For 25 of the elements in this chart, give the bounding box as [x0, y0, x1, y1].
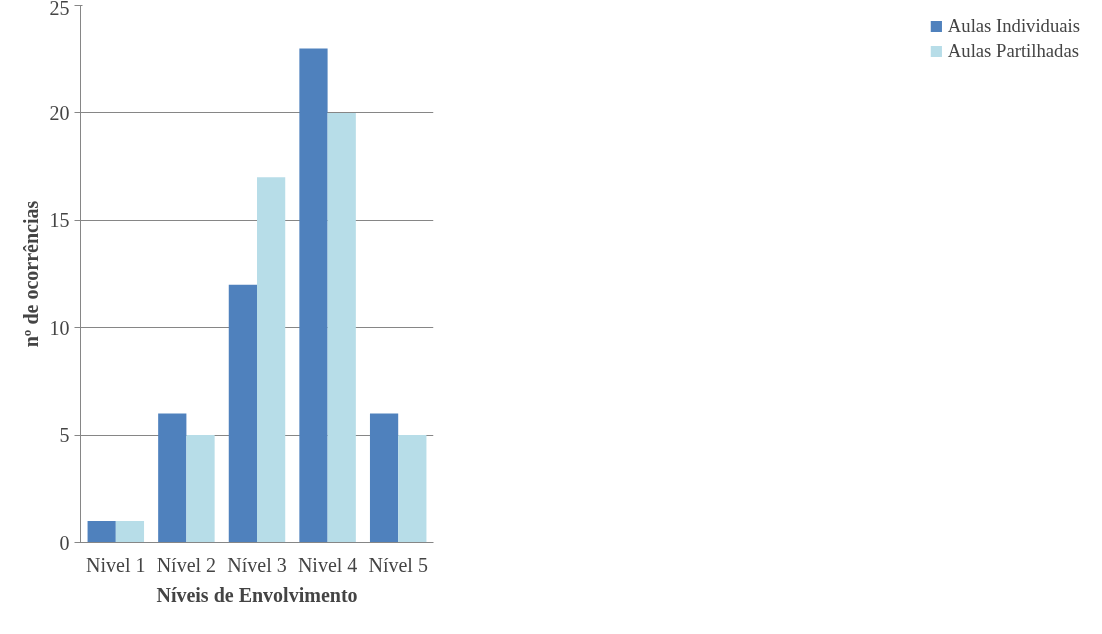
y-tick-label: 20	[49, 101, 70, 124]
legend-label: Aulas Partilhadas	[947, 40, 1079, 62]
bar	[228, 284, 257, 543]
y-tick-label: 10	[49, 316, 70, 339]
y-tick-label: 25	[49, 0, 70, 19]
legend-label: Aulas Individuais	[947, 15, 1080, 37]
x-tick-label: Nivel 1	[86, 553, 146, 576]
x-tick-label: Nível 3	[227, 553, 287, 576]
y-tick-label: 5	[59, 424, 70, 447]
bar	[186, 435, 215, 543]
bar	[299, 48, 328, 543]
x-tick-label: Nível 2	[156, 553, 217, 576]
bar	[398, 435, 427, 543]
x-tick-label: Nivel 4	[297, 553, 358, 576]
bar	[158, 413, 187, 543]
bar	[369, 413, 399, 543]
x-axis-title: Níveis de Envolvimento	[156, 583, 358, 606]
y-axis-title: nº de ocorrências	[19, 200, 42, 348]
x-tick-label: Nível 5	[368, 553, 428, 576]
bar	[87, 521, 116, 543]
bar	[327, 112, 356, 543]
bar	[115, 521, 145, 543]
y-tick-label: 15	[49, 209, 70, 232]
y-tick-label: 0	[59, 531, 70, 554]
bar	[257, 177, 286, 543]
